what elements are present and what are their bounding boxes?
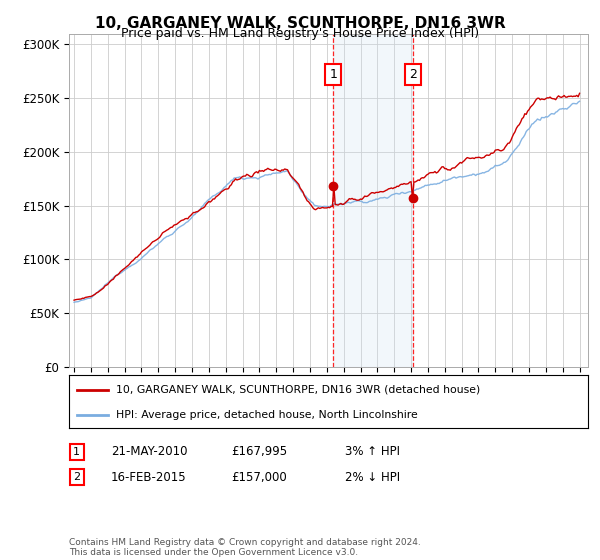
Text: HPI: Average price, detached house, North Lincolnshire: HPI: Average price, detached house, Nort…: [116, 410, 418, 420]
Text: Price paid vs. HM Land Registry's House Price Index (HPI): Price paid vs. HM Land Registry's House …: [121, 27, 479, 40]
Text: 1: 1: [73, 447, 80, 457]
Text: £157,000: £157,000: [231, 470, 287, 484]
Text: 3% ↑ HPI: 3% ↑ HPI: [345, 445, 400, 459]
Text: 2% ↓ HPI: 2% ↓ HPI: [345, 470, 400, 484]
Text: 10, GARGANEY WALK, SCUNTHORPE, DN16 3WR: 10, GARGANEY WALK, SCUNTHORPE, DN16 3WR: [95, 16, 505, 31]
Text: 2: 2: [73, 472, 80, 482]
Text: 1: 1: [329, 68, 337, 81]
Text: 16-FEB-2015: 16-FEB-2015: [111, 470, 187, 484]
Text: 21-MAY-2010: 21-MAY-2010: [111, 445, 187, 459]
Bar: [333, 34, 413, 367]
Text: 2: 2: [409, 68, 417, 81]
Text: £167,995: £167,995: [231, 445, 287, 459]
Text: Contains HM Land Registry data © Crown copyright and database right 2024.
This d: Contains HM Land Registry data © Crown c…: [69, 538, 421, 557]
Text: 10, GARGANEY WALK, SCUNTHORPE, DN16 3WR (detached house): 10, GARGANEY WALK, SCUNTHORPE, DN16 3WR …: [116, 385, 480, 395]
